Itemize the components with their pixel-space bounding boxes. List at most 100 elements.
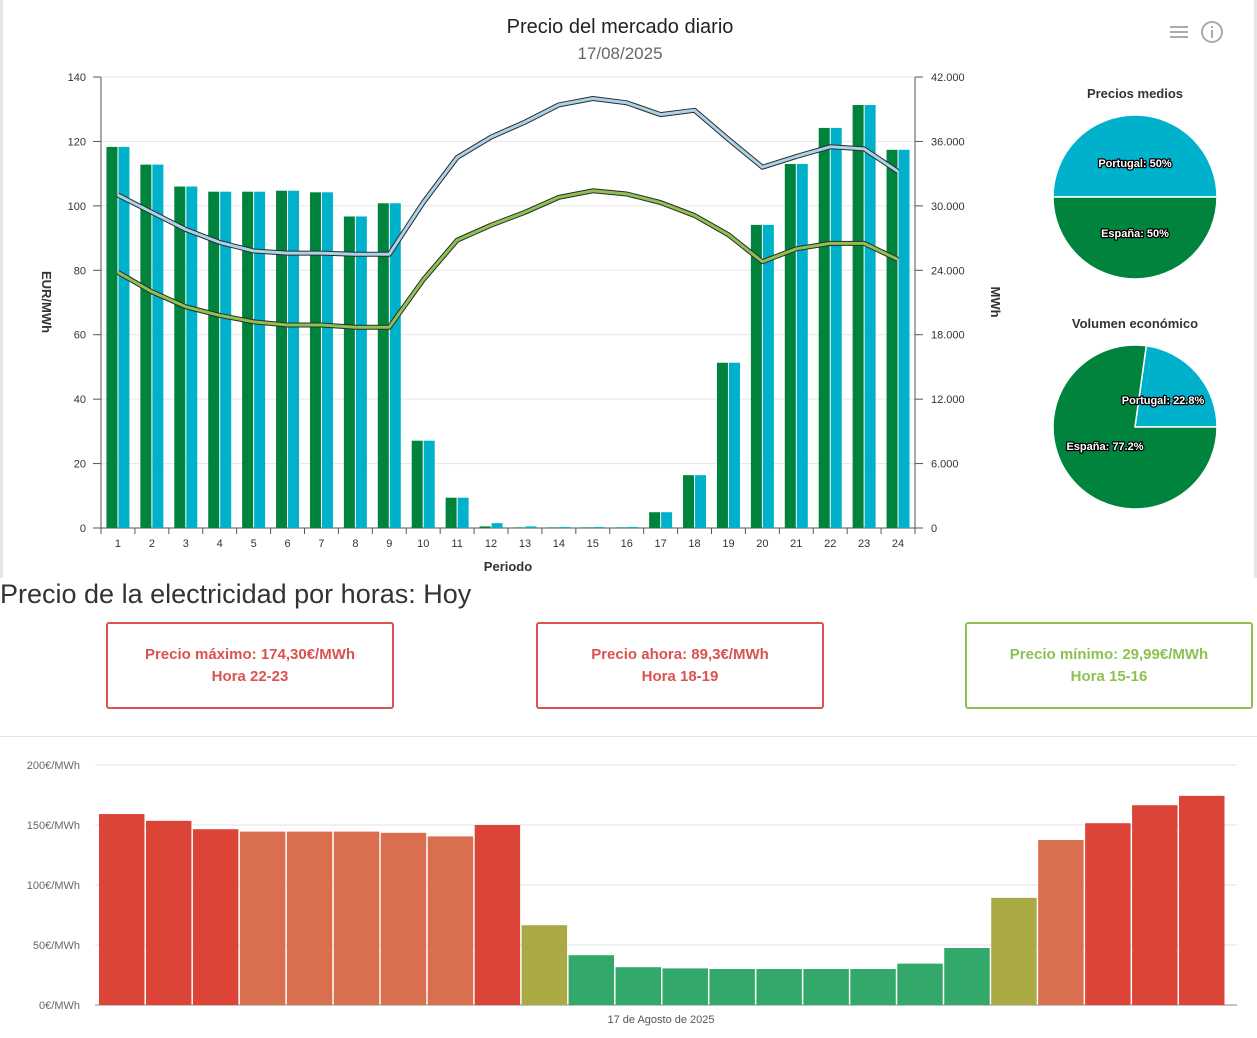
line-energy-spain-shadow <box>116 188 900 330</box>
hourly-price-bar <box>286 831 333 1005</box>
x-tick-label: 7 <box>318 538 324 550</box>
y2-tick-label: 24.000 <box>931 265 965 277</box>
hourly-price-bar <box>99 814 145 1005</box>
bar-portugal <box>695 475 707 528</box>
bar-portugal <box>457 497 469 528</box>
bar-spain <box>479 526 491 528</box>
bar-spain <box>309 192 321 528</box>
hourly-price-bar <box>1085 823 1131 1005</box>
x-tick-label: 13 <box>519 538 531 550</box>
x-tick-label: 6 <box>284 538 290 550</box>
y-tick-label: 120 <box>68 136 86 148</box>
x-tick-label: 4 <box>217 538 223 550</box>
bar-spain <box>784 163 796 528</box>
x-tick-label: 12 <box>485 538 497 550</box>
x-tick-label: 9 <box>386 538 392 550</box>
line-energy-total-shadow <box>116 96 900 257</box>
hourly-price-bar <box>427 836 474 1005</box>
panel-border-left <box>0 0 3 578</box>
bar-portugal <box>491 523 503 528</box>
x-tick-label: 8 <box>352 538 358 550</box>
y2-tick-label: 42.000 <box>931 72 965 84</box>
panel-border-right <box>1254 0 1257 578</box>
average-prices-slice-label: España: 50% <box>1101 228 1169 240</box>
hourly-price-bar <box>615 967 661 1005</box>
average-prices-slice-spain <box>1052 196 1218 280</box>
x-tick-label: 16 <box>621 538 633 550</box>
max-price-hour: Hora 22-23 <box>211 668 289 685</box>
line-energy-total <box>117 97 899 256</box>
bar-spain <box>649 512 661 528</box>
bar-portugal <box>152 164 164 528</box>
hourly-price-bar <box>474 825 521 1005</box>
bar-portugal <box>118 146 130 528</box>
bar-spain <box>174 186 186 528</box>
min-price-hour: Hora 15-16 <box>1070 668 1148 685</box>
y-axis-title: EUR/MWh <box>39 271 54 333</box>
hourly-price-bar <box>380 832 427 1005</box>
x-axis-date-label: 17 de Agosto de 2025 <box>607 1014 714 1026</box>
current-price-hour: Hora 18-19 <box>641 668 719 685</box>
bar-portugal <box>864 105 876 528</box>
bar-portugal <box>762 224 774 528</box>
hourly-price-bar <box>1179 795 1225 1005</box>
bar-spain <box>411 440 423 528</box>
y2-tick-label: 30.000 <box>931 201 965 213</box>
bar-spain <box>615 527 627 528</box>
hourly-price-bar <box>1038 840 1084 1005</box>
bar-portugal <box>525 526 537 528</box>
hourly-price-bar <box>145 820 192 1005</box>
max-price-label: Precio máximo: 174,30€/MWh <box>144 646 356 663</box>
min-price-box: Precio mínimo: 29,99€/MWh Hora 15-16 <box>965 622 1253 709</box>
x-tick-label: 10 <box>417 538 429 550</box>
y-tick-label: 50€/MWh <box>33 940 80 952</box>
x-tick-label: 18 <box>688 538 700 550</box>
y-tick-label: 200€/MWh <box>27 760 80 772</box>
economic-volume-title: Volumen económico <box>1072 316 1198 331</box>
hourly-price-chart-panel: 0€/MWh 50€/MWh 100€/MWh 150€/MWh 200€/MWh 17 … <box>0 736 1257 1038</box>
bar-portugal <box>593 527 605 528</box>
y-tick-label: 80 <box>74 265 86 277</box>
current-price-label: Precio ahora: 89,3€/MWh <box>591 646 769 663</box>
y-tick-label: 100€/MWh <box>27 880 80 892</box>
x-tick-label: 19 <box>722 538 734 550</box>
economic-volume-slice-label: Portugal: 22.8% <box>1122 395 1205 407</box>
current-price-box: Precio ahora: 89,3€/MWh Hora 18-19 <box>536 622 824 709</box>
y2-tick-label: 36.000 <box>931 136 965 148</box>
min-price-label: Precio mínimo: 29,99€/MWh <box>1009 646 1209 663</box>
bar-portugal <box>355 216 367 528</box>
economic-volume-slice-label: España: 77.2% <box>1066 441 1143 453</box>
info-icon[interactable] <box>1200 20 1224 44</box>
y-tick-label: 0€/MWh <box>39 1000 80 1012</box>
x-tick-label: 11 <box>451 538 462 550</box>
hamburger-menu-icon[interactable] <box>1167 20 1191 44</box>
y2-tick-label: 0 <box>931 523 937 535</box>
bar-spain <box>547 527 559 528</box>
bar-portugal <box>389 203 401 528</box>
x-tick-label: 23 <box>858 538 870 550</box>
hourly-price-heading: Precio de la electricidad por horas: Hoy <box>0 579 472 609</box>
bar-portugal <box>254 191 266 528</box>
bar-portugal <box>288 190 300 528</box>
x-tick-label: 17 <box>655 538 667 550</box>
x-tick-label: 5 <box>251 538 257 550</box>
bar-spain <box>818 127 830 529</box>
bar-spain <box>242 191 254 528</box>
bar-portugal <box>796 163 808 528</box>
market-chart-panel: Precio del mercado diario 17/08/2025 0 20… <box>0 0 1257 578</box>
economic-volume-pie-chart: Volumen económico Portugal: 22.8% España: … <box>1052 316 1218 510</box>
y-tick-label: 40 <box>74 394 86 406</box>
hourly-price-bar <box>239 831 286 1005</box>
average-prices-slice-label: Portugal: 50% <box>1098 158 1172 170</box>
bar-portugal <box>186 186 198 528</box>
x-tick-label: 24 <box>892 538 904 550</box>
bar-portugal <box>321 192 333 528</box>
bar-spain <box>276 190 288 528</box>
y-tick-label: 100 <box>68 201 86 213</box>
x-tick-label: 14 <box>553 538 565 550</box>
bar-spain <box>852 105 864 528</box>
bar-spain <box>377 203 389 528</box>
bar-spain <box>886 149 898 528</box>
hourly-price-bar <box>333 831 380 1005</box>
economic-volume-slice-portugal <box>1134 344 1218 428</box>
